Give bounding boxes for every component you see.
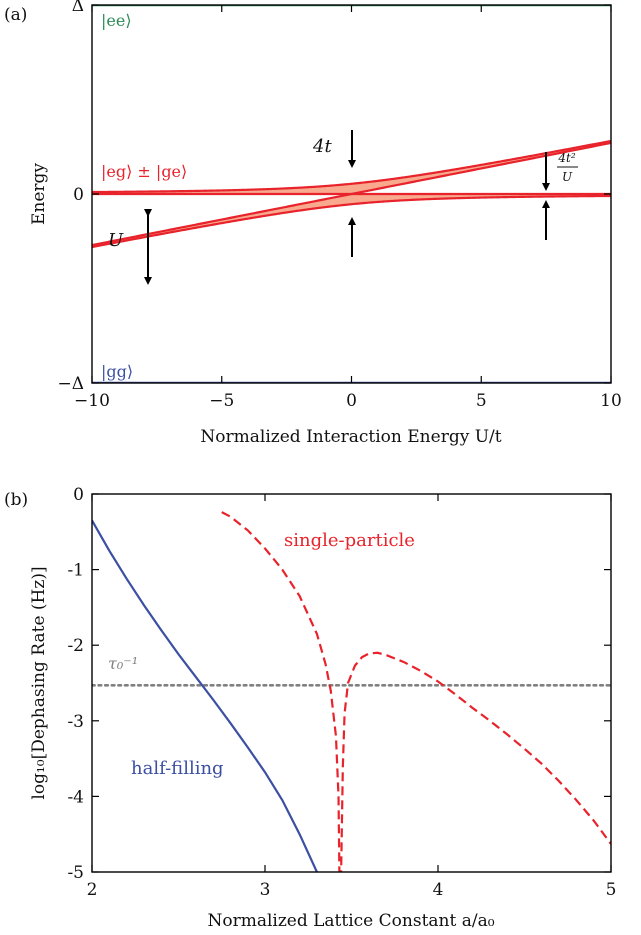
eg-upper-branch-outer [92, 139, 611, 194]
panel-a-y-tick-label: 0 [73, 185, 84, 205]
panel-a-x-tick-label: −10 [74, 391, 110, 411]
exchange-numerator: 4t² [557, 151, 575, 165]
panel-b-y-tick-label: -1 [67, 561, 84, 581]
panel-b-y-tick-label: -2 [67, 636, 84, 656]
eg-level-label: |eg⟩ ± |ge⟩ [101, 162, 187, 181]
panel-b: (b) 2 3 4 5 0 -1 -2 -3 -4 -5 single-particle hal… [4, 485, 616, 931]
U-label: U [108, 230, 124, 251]
four-t-label: 4t [312, 136, 332, 157]
panel-a-y-ticks: Δ 0 −Δ [57, 0, 611, 394]
panel-b-y-ticks: 0 -1 -2 -3 -4 -5 [67, 485, 611, 883]
tau-label: τ₀⁻¹ [108, 654, 138, 673]
panel-a-x-tick-label: −5 [209, 391, 234, 411]
single-particle-curve [221, 511, 611, 872]
panel-b-xlabel: Normalized Lattice Constant a/a₀ [207, 911, 494, 931]
panel-b-frame [91, 493, 612, 873]
panel-b-x-tick-label: 5 [606, 880, 617, 900]
panel-b-ylabel: log₁₀[Dephasing Rate (Hz)] [29, 566, 49, 799]
panel-a: (a) −10 −5 0 5 10 Δ 0 −Δ |ee⟩ |eg⟩ ± |ge⟩ |gg⟩… [4, 0, 622, 447]
panel-a-xlabel: Normalized Interaction Energy U/t [200, 427, 501, 447]
eg-lower-branch-outer [92, 194, 611, 249]
eg-lower-branch-inner [92, 192, 611, 247]
panel-b-y-tick-label: 0 [73, 485, 84, 505]
panel-a-ylabel: Energy [29, 163, 49, 225]
ee-level-label: |ee⟩ [101, 11, 132, 30]
panel-b-x-tick-label: 3 [260, 880, 271, 900]
panel-a-x-ticks: −10 −5 0 5 10 [74, 5, 622, 411]
panel-a-x-tick-label: 0 [346, 391, 357, 411]
panel-a-y-tick-label: −Δ [57, 374, 84, 394]
half-filling-curve [92, 519, 318, 872]
panel-a-label: (a) [4, 5, 27, 25]
single-particle-label: single-particle [284, 530, 415, 551]
panel-b-x-tick-label: 2 [87, 880, 98, 900]
panel-a-x-tick-label: 10 [600, 391, 622, 411]
panel-a-x-tick-label: 5 [476, 391, 487, 411]
panel-a-y-tick-label: Δ [72, 0, 84, 16]
exchange-denominator: U [562, 170, 573, 184]
half-filling-label: half-filling [131, 758, 224, 779]
gg-level-label: |gg⟩ [101, 362, 133, 381]
panel-b-x-tick-label: 4 [433, 880, 444, 900]
panel-b-label: (b) [4, 490, 28, 510]
panel-b-y-tick-label: -5 [67, 863, 84, 883]
panel-b-y-tick-label: -3 [67, 712, 84, 732]
panel-b-x-ticks: 2 3 4 5 [87, 494, 617, 900]
panel-b-y-tick-label: -4 [67, 787, 84, 807]
